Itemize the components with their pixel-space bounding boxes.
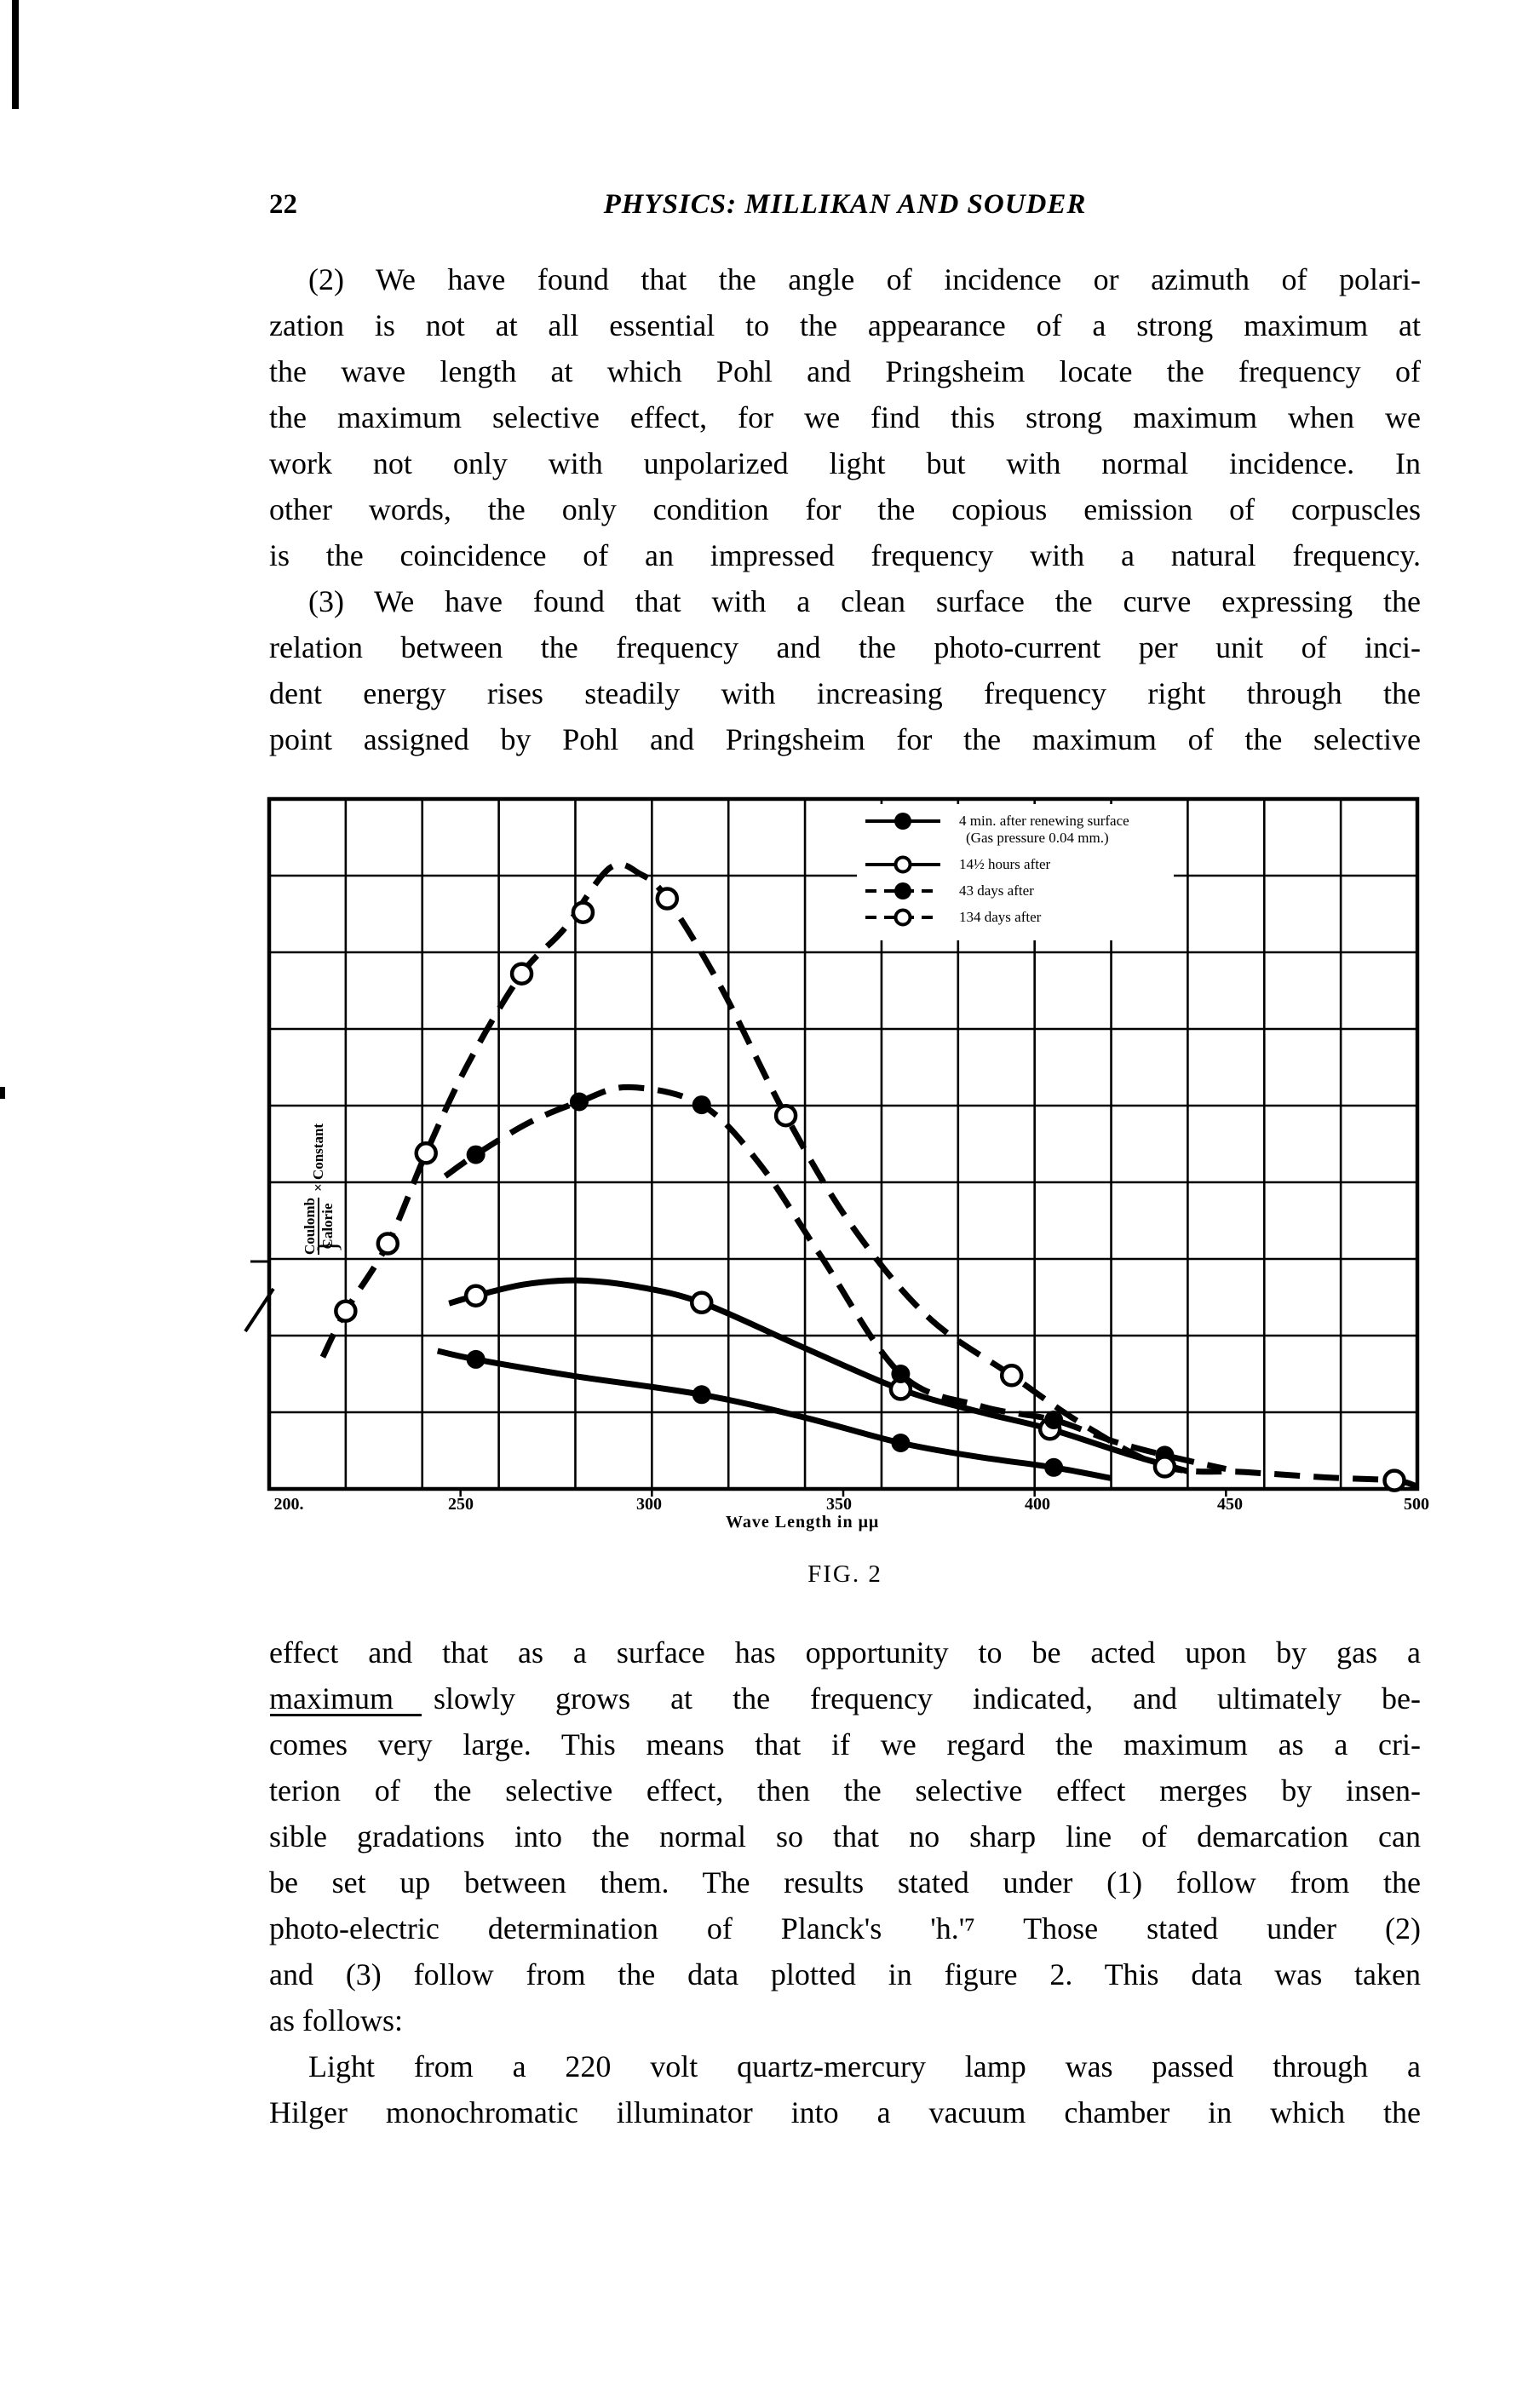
text-line: photo-electric determination of Planck's… [269, 1911, 1421, 1945]
open-circle-marker [463, 1284, 488, 1307]
open-circle-marker [334, 1299, 358, 1323]
series-0 [436, 1348, 1112, 1481]
text-line: the maximum selective effect, for we fin… [269, 400, 1421, 434]
x-tick-label: 500 [1404, 1495, 1429, 1514]
text-line: point assigned by Pohl and Pringsheim fo… [269, 722, 1421, 756]
dashed-line-open-circle-icon [865, 908, 940, 927]
text-line: as follows: [269, 2003, 403, 2037]
underline-maximum [270, 1714, 422, 1716]
legend-item: 14½ hours after [857, 855, 1174, 874]
filled-circle-marker [692, 1095, 711, 1115]
figure-caption: FIG. 2 [807, 1560, 882, 1588]
text-line: Light from a 220 volt quartz-mercury lam… [308, 2049, 1421, 2083]
open-circle-marker [1152, 1455, 1177, 1479]
open-circle-marker [414, 1141, 438, 1165]
text-line: maximum slowly grows at the frequency in… [269, 1681, 1421, 1715]
text-line: (3) We have found that with a clean surf… [308, 584, 1421, 618]
open-circle-marker [773, 1103, 798, 1128]
text-line: work not only with unpolarized light but… [269, 446, 1421, 480]
filled-circle-marker [1044, 1411, 1064, 1429]
text-line: Hilger monochromatic illuminator into a … [269, 2095, 1421, 2129]
open-circle-marker [509, 962, 534, 986]
solid-line-open-circle-icon [865, 855, 940, 874]
text-line: other words, the only condition for the … [269, 492, 1421, 526]
figure-legend: 4 min. after renewing surface (Gas press… [857, 804, 1174, 940]
x-tick-label: 300 [636, 1495, 662, 1514]
body-text-lower: effect and that as a surface has opportu… [269, 1629, 1421, 2135]
filled-circle-marker [891, 1434, 911, 1452]
x-tick-label: 400 [1025, 1495, 1050, 1514]
y-axis-arrow [244, 1287, 275, 1333]
grid [269, 799, 1417, 1489]
open-circle-marker [655, 887, 680, 911]
filled-circle-marker [891, 1365, 911, 1383]
x-axis-label: Wave Length in μμ [726, 1513, 880, 1532]
text-line: zation is not at all essential to the ap… [269, 308, 1421, 342]
open-circle-marker [1382, 1468, 1406, 1492]
text-line: (2) We have found that the angle of inci… [308, 262, 1421, 296]
text-line: dent energy rises steadily with increasi… [269, 676, 1421, 710]
x-tick-label: 450 [1217, 1495, 1243, 1514]
text-line: sible gradations into the normal so that… [269, 1819, 1421, 1853]
filled-circle-marker [692, 1385, 711, 1405]
legend-item: 4 min. after renewing surface (Gas press… [857, 813, 1174, 847]
text-line: effect and that as a surface has opportu… [269, 1635, 1421, 1670]
legend-label: 14½ hours after [959, 856, 1051, 872]
scan-artifact-left-margin [0, 1087, 5, 1099]
legend-item: 134 days after [857, 908, 1174, 927]
open-circle-marker [376, 1232, 400, 1256]
chart-frame [267, 796, 1420, 1491]
text-line: relation between the frequency and the p… [269, 630, 1421, 664]
open-circle-marker [999, 1364, 1024, 1388]
filled-circle-marker [466, 1349, 486, 1369]
text-line: terion of the selective effect, then the… [269, 1773, 1421, 1807]
legend-label: 134 days after [959, 909, 1042, 925]
text-line: and (3) follow from the data plotted in … [269, 1957, 1421, 1991]
x-tick-label: 350 [826, 1495, 852, 1514]
legend-label: 43 days after [959, 882, 1034, 899]
open-circle-marker [571, 900, 595, 924]
legend-label: 4 min. after renewing surface (Gas press… [959, 813, 1129, 846]
filled-circle-marker [569, 1092, 589, 1112]
text-line: be set up between them. The results stat… [269, 1865, 1421, 1899]
filled-circle-marker [1044, 1457, 1064, 1477]
dashed-line-filled-circle-icon [865, 882, 940, 899]
series-3 [319, 861, 1419, 1492]
page-header: 22 PHYSICS: MILLIKAN AND SOUDER [269, 189, 1421, 227]
x-tick-label: 250 [448, 1495, 474, 1514]
solid-line-filled-circle-icon [865, 813, 940, 830]
text-line: is the coincidence of an impressed frequ… [269, 538, 1421, 572]
page-number: 22 [269, 189, 297, 220]
scan-artifact-top-left [12, 0, 19, 109]
text-line: comes very large. This means that if we … [269, 1727, 1421, 1761]
body-text-upper: (2) We have found that the angle of inci… [269, 256, 1421, 762]
x-tick-label: 200. [273, 1495, 304, 1514]
legend-item: 43 days after [857, 882, 1174, 899]
running-title: PHYSICS: MILLIKAN AND SOUDER [603, 189, 1087, 220]
filled-circle-marker [466, 1145, 486, 1164]
text-line: the wave length at which Pohl and Prings… [269, 354, 1421, 388]
open-circle-marker [689, 1290, 714, 1315]
y-axis-brace: } [313, 1238, 345, 1254]
